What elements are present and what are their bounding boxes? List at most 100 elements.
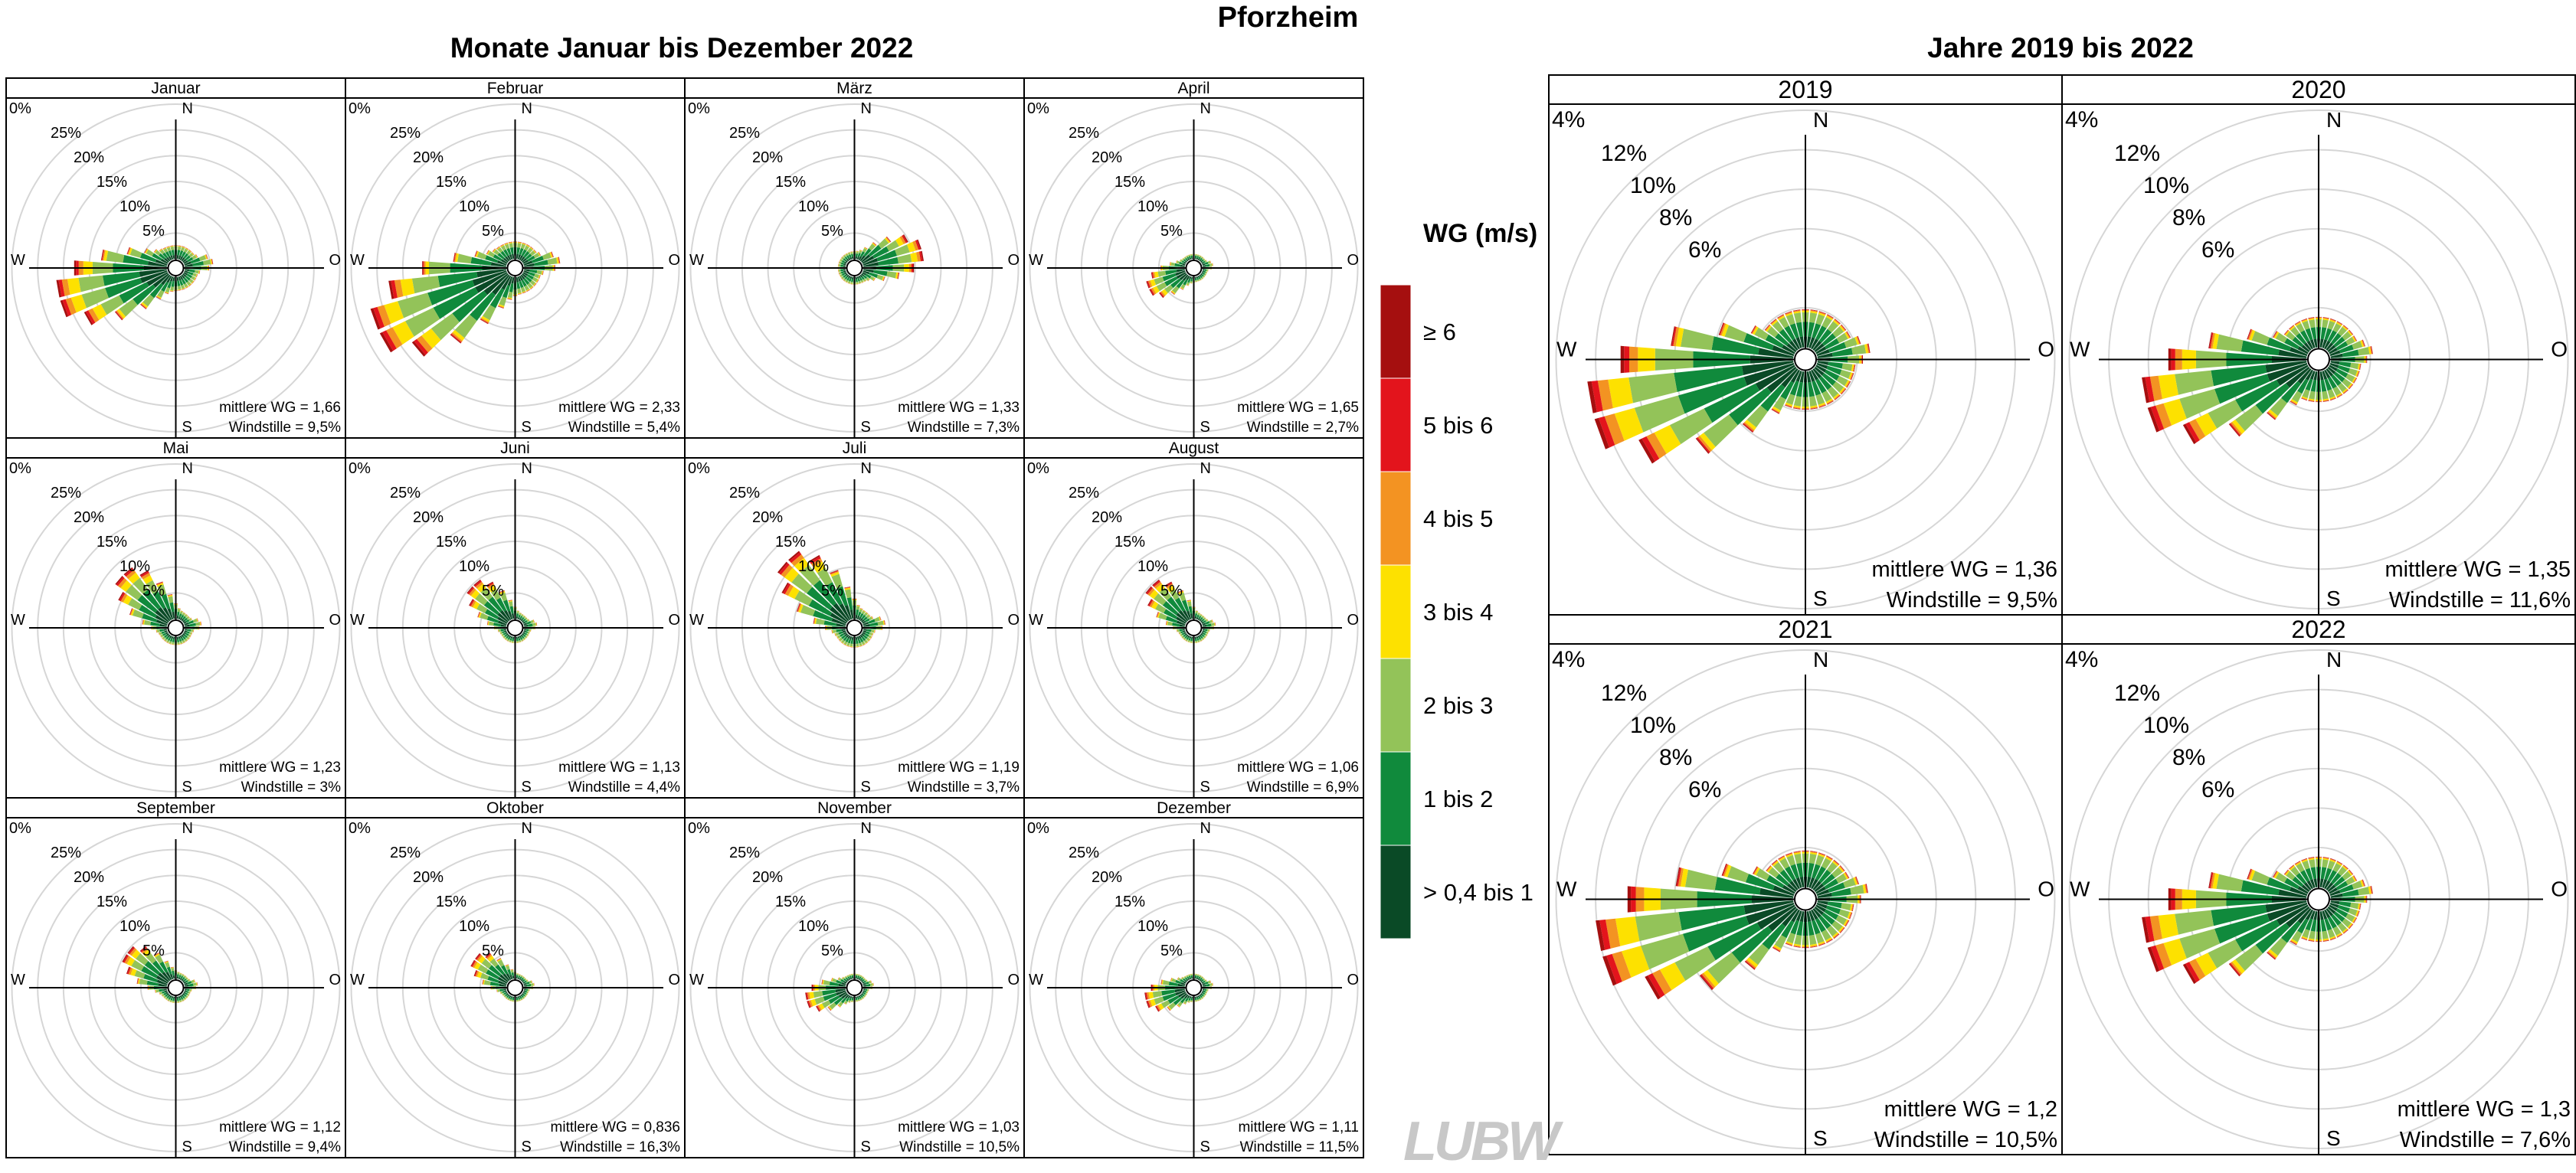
ring-label: 15% bbox=[1115, 534, 1145, 551]
legend-colorbar: ≥ 65 bis 64 bis 53 bis 42 bis 31 bis 2> … bbox=[1380, 285, 1533, 939]
mean-wind-speed-label: mittlere WG = 1,33 bbox=[898, 400, 1020, 416]
legend-label: 1 bis 2 bbox=[1423, 786, 1493, 812]
panel-title: Oktober bbox=[486, 799, 544, 817]
ring-label: 5% bbox=[482, 943, 504, 959]
dir-label-n: N bbox=[1813, 108, 1828, 132]
ring-label: 20% bbox=[74, 509, 104, 526]
legend-swatch bbox=[1380, 845, 1411, 939]
ring-label: 6% bbox=[2201, 237, 2234, 263]
ring-label: 15% bbox=[775, 894, 806, 910]
ring-label: 4% bbox=[2065, 107, 2098, 132]
dir-label-s: S bbox=[182, 419, 192, 436]
ring-label: 0% bbox=[349, 460, 371, 477]
ring-label: 12% bbox=[2114, 141, 2160, 166]
dir-label-w: W bbox=[1029, 252, 1043, 269]
dir-label-o: O bbox=[2551, 877, 2568, 901]
calm-center bbox=[847, 620, 862, 636]
ring-label: 15% bbox=[436, 534, 466, 551]
dir-label-n: N bbox=[1200, 460, 1211, 477]
dir-label-s: S bbox=[2326, 1126, 2341, 1150]
dir-label-w: W bbox=[1029, 972, 1043, 988]
calm-center bbox=[169, 260, 184, 276]
ring-label: 25% bbox=[729, 125, 760, 142]
dir-label-w: W bbox=[11, 972, 25, 988]
ring-label: 0% bbox=[349, 820, 371, 837]
dir-label-w: W bbox=[11, 252, 25, 269]
mean-wind-speed-label: mittlere WG = 1,3 bbox=[2398, 1097, 2571, 1122]
ring-label: 0% bbox=[1027, 100, 1049, 117]
dir-label-w: W bbox=[689, 252, 704, 269]
ring-label: 15% bbox=[97, 534, 127, 551]
ring-label: 20% bbox=[752, 509, 783, 526]
panel-title: Februar bbox=[487, 80, 544, 97]
calm-label: Windstille = 16,3% bbox=[560, 1139, 680, 1155]
ring-label: 4% bbox=[1552, 107, 1585, 132]
mean-wind-speed-label: mittlere WG = 1,11 bbox=[1238, 1119, 1359, 1135]
dir-label-s: S bbox=[2326, 586, 2341, 610]
legend-title: WG (m/s) bbox=[1423, 219, 1537, 249]
ring-label: 25% bbox=[390, 485, 421, 502]
ring-label: 20% bbox=[1092, 509, 1122, 526]
ring-label: 8% bbox=[1659, 745, 1692, 770]
mean-wind-speed-label: mittlere WG = 1,66 bbox=[219, 400, 341, 416]
panel-title: 2020 bbox=[2291, 76, 2345, 103]
ring-label: 10% bbox=[798, 918, 829, 935]
ring-label: 10% bbox=[2143, 173, 2189, 198]
dir-label-w: W bbox=[11, 612, 25, 629]
panel-title: Mai bbox=[163, 439, 189, 457]
panel-title: März bbox=[836, 80, 872, 97]
dir-label-n: N bbox=[1813, 648, 1828, 671]
dir-label-o: O bbox=[2038, 877, 2054, 901]
ring-label: 0% bbox=[1027, 820, 1049, 837]
dir-label-o: O bbox=[668, 612, 680, 629]
panel-title: 2021 bbox=[1778, 616, 1832, 643]
dir-label-w: W bbox=[689, 612, 704, 629]
ring-label: 20% bbox=[413, 509, 444, 526]
ring-label: 8% bbox=[2172, 205, 2205, 230]
ring-label: 0% bbox=[349, 100, 371, 117]
calm-label: Windstille = 5,4% bbox=[568, 420, 680, 436]
calm-center bbox=[1187, 620, 1202, 636]
dir-label-o: O bbox=[1347, 252, 1359, 269]
calm-center bbox=[1187, 260, 1202, 276]
ring-label: 20% bbox=[413, 149, 444, 166]
legend-label: ≥ 6 bbox=[1423, 319, 1456, 345]
ring-label: 5% bbox=[142, 583, 165, 600]
mean-wind-speed-label: mittlere WG = 1,06 bbox=[1237, 760, 1359, 776]
dir-label-o: O bbox=[329, 612, 341, 629]
ring-label: 25% bbox=[51, 485, 81, 502]
ring-label: 15% bbox=[97, 894, 127, 910]
calm-label: Windstille = 11,5% bbox=[1240, 1139, 1360, 1155]
dir-label-w: W bbox=[350, 612, 365, 629]
dir-label-s: S bbox=[522, 779, 532, 796]
dir-label-s: S bbox=[522, 1139, 532, 1155]
dir-label-s: S bbox=[182, 1139, 192, 1155]
mean-wind-speed-label: mittlere WG = 1,65 bbox=[1237, 400, 1359, 416]
dir-label-s: S bbox=[1200, 779, 1210, 796]
ring-label: 20% bbox=[74, 869, 104, 886]
dir-label-w: W bbox=[1029, 612, 1043, 629]
dir-label-s: S bbox=[861, 779, 871, 796]
ring-label: 8% bbox=[1659, 205, 1692, 230]
calm-label: Windstille = 10,5% bbox=[1874, 1128, 2057, 1152]
ring-label: 25% bbox=[390, 845, 421, 861]
legend-swatch bbox=[1380, 752, 1411, 845]
dir-label-n: N bbox=[182, 460, 193, 477]
calm-center bbox=[2308, 889, 2329, 910]
calm-label: Windstille = 7,3% bbox=[908, 420, 1020, 436]
dir-label-n: N bbox=[522, 820, 532, 837]
calm-label: Windstille = 2,7% bbox=[1247, 420, 1359, 436]
calm-center bbox=[1795, 889, 1816, 910]
panel-title: Juli bbox=[843, 439, 867, 457]
ring-label: 15% bbox=[436, 894, 466, 910]
ring-label: 0% bbox=[1027, 460, 1049, 477]
calm-center bbox=[508, 980, 523, 995]
ring-label: 6% bbox=[1688, 237, 1721, 263]
